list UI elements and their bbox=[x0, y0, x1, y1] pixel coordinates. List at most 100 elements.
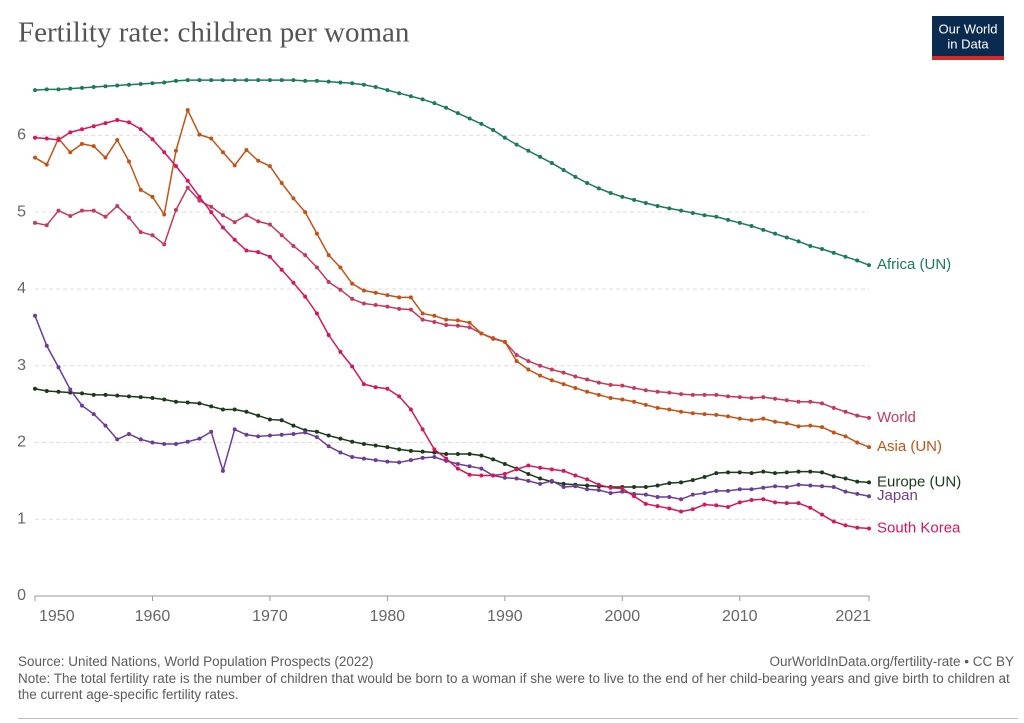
data-point bbox=[808, 483, 813, 488]
data-point bbox=[397, 394, 402, 399]
data-point bbox=[79, 85, 84, 90]
data-point bbox=[162, 212, 167, 217]
data-point bbox=[502, 339, 507, 344]
data-point bbox=[185, 178, 190, 183]
data-point bbox=[620, 194, 625, 199]
data-point bbox=[867, 494, 871, 499]
data-point bbox=[726, 470, 731, 475]
data-point bbox=[91, 124, 96, 129]
data-point bbox=[338, 450, 343, 455]
data-point bbox=[279, 432, 284, 437]
data-point bbox=[91, 208, 96, 213]
data-point bbox=[749, 471, 754, 476]
data-point bbox=[209, 204, 214, 209]
data-point bbox=[679, 480, 684, 485]
data-point bbox=[326, 333, 331, 337]
legend-label: World bbox=[877, 409, 916, 426]
data-point bbox=[714, 392, 719, 397]
data-point bbox=[761, 416, 766, 421]
data-point bbox=[291, 243, 296, 248]
y-tick-label: 3 bbox=[17, 357, 26, 374]
data-point bbox=[115, 83, 120, 88]
data-point bbox=[831, 430, 836, 435]
data-point bbox=[867, 415, 871, 420]
data-point bbox=[467, 464, 472, 469]
data-point bbox=[573, 473, 578, 478]
data-point bbox=[350, 364, 355, 369]
data-point bbox=[726, 394, 731, 399]
data-point bbox=[291, 432, 296, 437]
data-point bbox=[232, 163, 237, 168]
data-point bbox=[831, 474, 836, 479]
chart: Fertility rate: children per woman Our W… bbox=[17, 16, 1004, 625]
data-point bbox=[655, 405, 660, 410]
data-point bbox=[79, 403, 84, 408]
data-point bbox=[784, 235, 789, 240]
data-point bbox=[679, 509, 684, 514]
logo-box bbox=[932, 16, 1004, 60]
x-tick-label: 1990 bbox=[487, 608, 523, 625]
note: Note: The total fertility rate is the nu… bbox=[18, 671, 1010, 702]
data-point bbox=[808, 243, 813, 248]
data-point bbox=[256, 250, 261, 255]
data-point bbox=[655, 504, 660, 509]
data-point bbox=[491, 473, 496, 478]
data-point bbox=[103, 155, 108, 160]
data-point bbox=[632, 484, 637, 489]
data-point bbox=[467, 451, 472, 456]
data-point bbox=[620, 383, 625, 388]
data-point bbox=[514, 476, 519, 481]
data-point bbox=[455, 318, 460, 323]
data-point bbox=[150, 137, 155, 142]
data-point bbox=[867, 445, 871, 450]
data-point bbox=[702, 502, 707, 507]
data-point bbox=[843, 523, 848, 528]
data-point bbox=[573, 374, 578, 379]
data-point bbox=[338, 436, 343, 441]
data-point bbox=[138, 230, 143, 235]
y-tick-label: 5 bbox=[17, 203, 26, 220]
data-point bbox=[244, 213, 249, 218]
data-point bbox=[397, 460, 402, 465]
data-point bbox=[714, 214, 719, 219]
data-point bbox=[667, 494, 672, 499]
logo-bar bbox=[932, 56, 1004, 60]
data-point bbox=[608, 382, 613, 387]
bottom-rule bbox=[18, 718, 1018, 719]
data-point bbox=[326, 253, 331, 258]
data-point bbox=[361, 301, 366, 306]
data-point bbox=[561, 382, 566, 387]
data-point bbox=[361, 456, 366, 461]
data-point bbox=[338, 349, 343, 354]
data-point bbox=[690, 507, 695, 512]
data-point bbox=[784, 484, 789, 489]
data-point bbox=[126, 394, 131, 399]
data-point bbox=[796, 482, 801, 487]
data-point bbox=[220, 468, 225, 473]
data-point bbox=[749, 395, 754, 400]
data-point bbox=[173, 78, 178, 83]
data-point bbox=[220, 150, 225, 155]
data-point bbox=[655, 483, 660, 488]
data-point bbox=[632, 399, 637, 404]
data-point bbox=[796, 469, 801, 474]
data-point bbox=[632, 385, 637, 390]
data-point bbox=[643, 402, 648, 407]
data-point bbox=[467, 325, 472, 330]
data-point bbox=[514, 352, 519, 357]
data-point bbox=[126, 82, 131, 87]
data-point bbox=[726, 414, 731, 419]
data-point bbox=[820, 512, 825, 517]
data-point bbox=[68, 86, 73, 91]
data-point bbox=[326, 280, 331, 285]
data-point bbox=[326, 79, 331, 84]
data-point bbox=[761, 469, 766, 474]
data-point bbox=[314, 231, 319, 236]
data-point bbox=[33, 135, 37, 140]
data-point bbox=[126, 159, 131, 164]
data-point bbox=[784, 501, 789, 506]
data-point bbox=[267, 164, 272, 169]
data-point bbox=[714, 503, 719, 508]
data-point bbox=[56, 87, 61, 92]
data-point bbox=[173, 442, 178, 447]
